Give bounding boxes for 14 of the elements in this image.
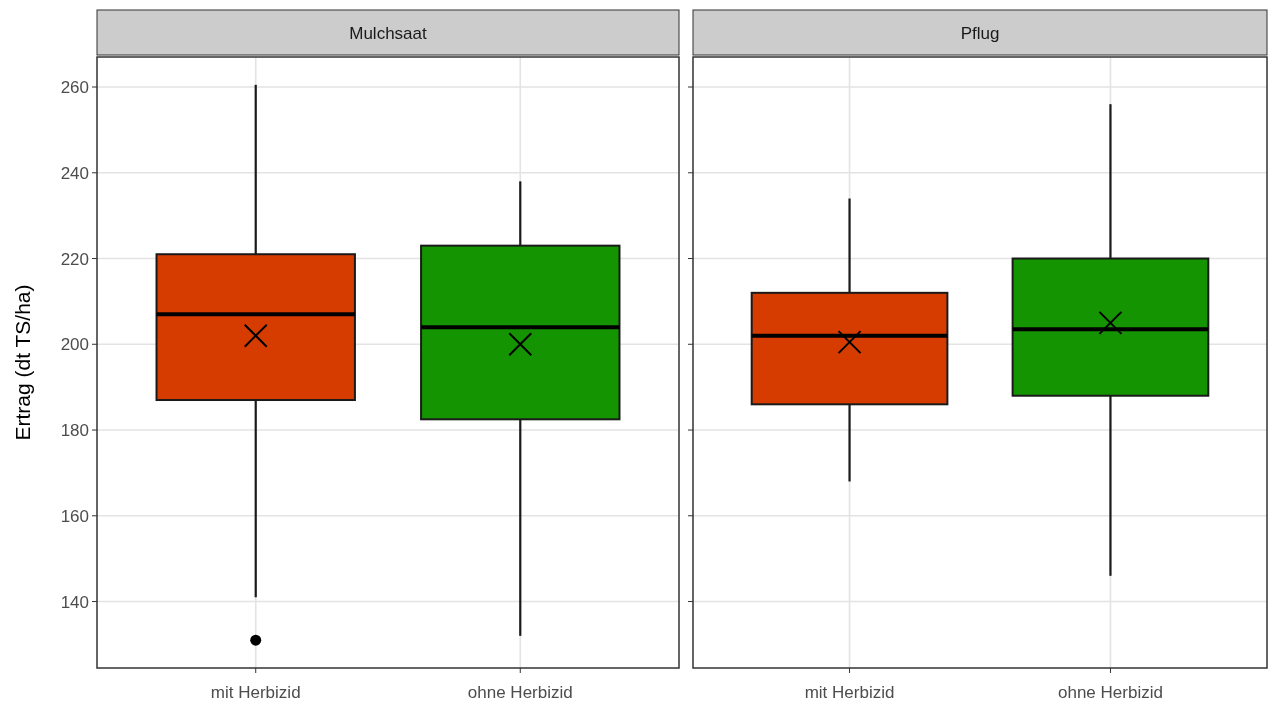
y-tick-label: 220 (60, 249, 89, 269)
chart-title: Pflug (960, 23, 1000, 43)
y-tick-label: 160 (60, 506, 89, 526)
x-tick-label: ohne Herbizid (467, 683, 573, 702)
x-tick-label: ohne Herbizid (1058, 683, 1163, 702)
x-tick-label: mit Herbizid (804, 683, 895, 702)
x-tick-label: mit Herbizid (210, 683, 301, 702)
y-tick-label: 240 (60, 163, 89, 183)
y-tick-label: 260 (60, 78, 89, 98)
y-tick-label: 180 (60, 421, 89, 441)
y-axis-title: Ertrag (dt TS/ha) (11, 284, 34, 441)
y-tick-label: 140 (60, 592, 89, 612)
chart-title: Mulchsaat (349, 23, 428, 43)
y-tick-label: 200 (60, 335, 89, 355)
